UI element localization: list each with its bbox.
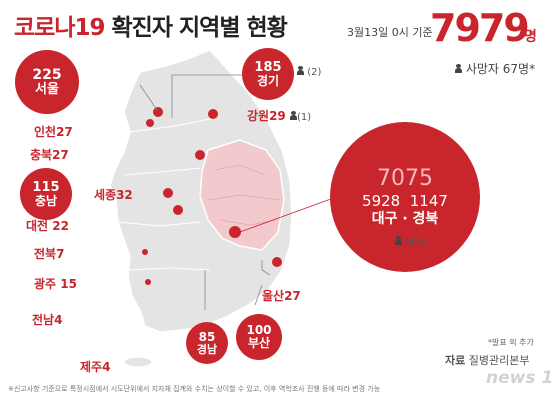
incheon-label: 인천27 [34,125,73,139]
chungnam-count: 115 [32,179,60,195]
footnote: ※신고사항 기준으로 특정시점에서 시도단위에서 지자체 집계와 수치는 상이할… [8,385,381,393]
busan-leader [254,284,263,306]
title-main: 코로나19 [14,15,105,41]
total-count: 7979 [430,6,530,50]
busan-name: 부산 [247,336,271,350]
gwangju-label: 광주 15 [34,277,77,291]
daegu-gyeongbuk-values: 5928 1147 [362,192,448,211]
deaths-mark: * [529,62,536,76]
seoul-name: 서울 [35,81,59,97]
jeonbuk-label: 전북7 [34,247,65,261]
gyeonggi-bubble: 185 경기 [242,48,294,100]
source-prefix: 자료 [445,354,466,367]
daegu-gyeongbuk-deaths: (64) [395,236,426,248]
total-unit: 명 [524,29,537,45]
seoul-count: 225 [32,66,62,83]
ulsan-dot [272,257,282,267]
gangwon-dot [208,109,218,119]
daejeon-dot [173,205,183,215]
chungbuk-dot [195,150,205,160]
busan-count: 100 [246,323,272,338]
busan-bubble: 100 부산 [236,314,282,360]
seoul-bubble: 225 서울 [15,50,79,114]
additional-note: *발표 외 추가 [488,338,534,347]
date-label: 3월13일 0시 기준 [347,26,433,39]
daejeon-label: 대전 22 [26,219,69,233]
gyeonggi-deaths: (2) [297,66,321,78]
news1-logo: news 1 [486,368,554,388]
jeju-label: 제주4 [80,360,111,374]
page-title: 코로나19 확진자 지역별 현황 [14,8,288,42]
source-name: 질병관리본부 [468,354,530,367]
gangwon-label: 강원29 (1) [247,109,312,123]
gyeongnam-name: 경남 [196,342,218,356]
chungnam-name: 충남 [34,193,58,208]
deaths-label: 사망자 67명* [455,60,535,77]
sejong-dot [163,188,173,198]
daegu-gyeongbuk-names: 대구 · 경북 [371,211,439,228]
gyeonggi-leader [171,74,243,118]
incheon-dot [146,119,154,127]
chungbuk-label: 충북27 [30,148,69,162]
daegu-dot [229,226,241,238]
seoul-leader [139,84,158,111]
seoul-dot [153,107,163,117]
gyeongbuk-count: 1147 [409,192,448,211]
jeonnam-label: 전남4 [32,313,63,327]
jeju-shape [123,356,153,368]
daegu-gyeongbuk-bubble: 7075 5928 1147 대구 · 경북 [330,122,480,272]
gyeongnam-bubble: 85 경남 [186,322,228,364]
gyeonggi-name: 경기 [256,73,280,88]
title-rest: 확진자 지역별 현황 [111,15,288,41]
person-icon [297,66,304,75]
person-icon [395,236,402,245]
source-label: 자료 질병관리본부 [445,352,529,368]
gyeonggi-count: 185 [254,59,282,75]
daegu-count: 5928 [362,192,401,211]
person-icon [455,64,462,73]
ulsan-leader [261,260,271,276]
daegu-gyeongbuk-total: 7075 [377,166,433,192]
jeonbuk-dot [142,249,148,255]
sejong-label: 세종32 [94,188,133,202]
gyeongnam-count: 85 [198,329,216,344]
gwangju-dot [145,279,151,285]
ulsan-label: 울산27 [262,289,301,303]
deaths-text: 사망자 67명 [465,62,530,76]
person-icon [289,111,297,120]
chungnam-bubble: 115 충남 [20,168,72,220]
